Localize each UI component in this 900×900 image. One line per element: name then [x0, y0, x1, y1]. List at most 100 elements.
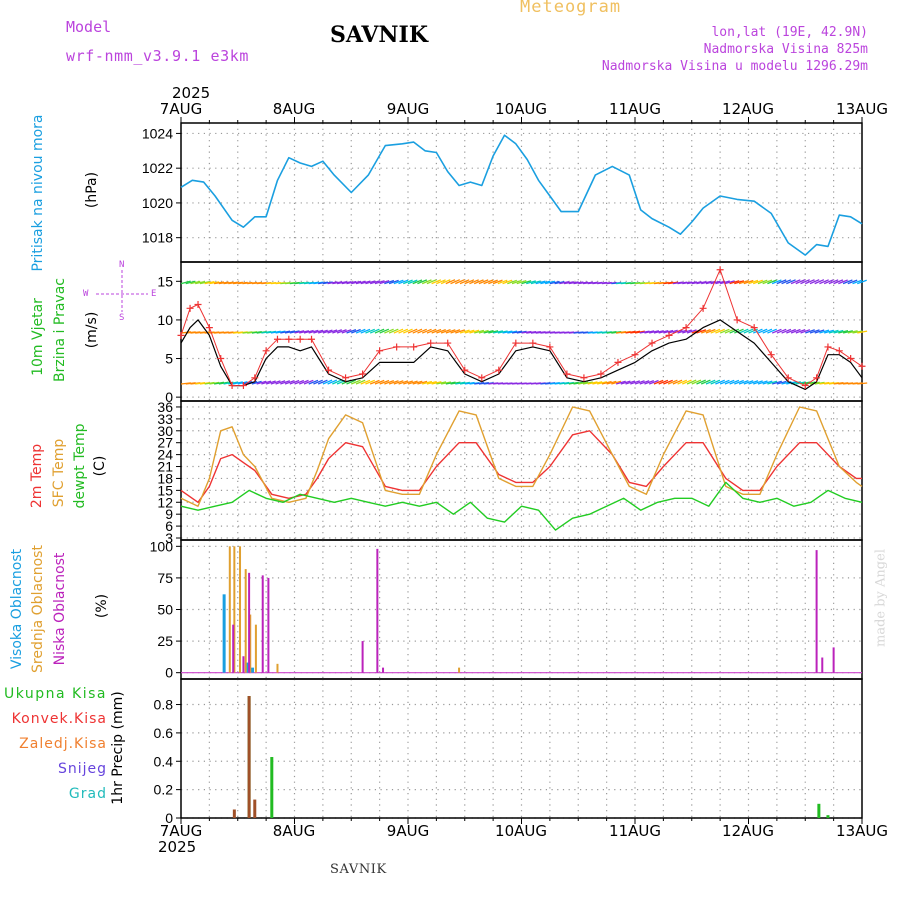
wind-barb [823, 279, 834, 285]
y-tick-label: 5 [165, 351, 173, 367]
wind-barb [459, 279, 470, 285]
wind-barb [251, 380, 262, 385]
wind-marker [239, 382, 247, 390]
y-tick-label: 0 [165, 810, 173, 826]
wind-barb [767, 279, 777, 285]
wind-barb [204, 381, 215, 385]
wind-marker [461, 366, 469, 374]
wind-marker [835, 347, 843, 355]
wind-barb [232, 381, 243, 385]
panel-wind: 0 5 10 15 [157, 261, 868, 405]
wind-barb [478, 279, 489, 285]
wind-barb [738, 379, 749, 385]
wind-marker [665, 331, 673, 339]
wind-barb [284, 379, 295, 385]
precip-legend-frz: Zaledj.Kisa [19, 736, 107, 752]
wind-barb [266, 330, 277, 334]
y-tick-label: 1018 [142, 230, 173, 246]
wind-barb [748, 380, 759, 385]
date-top-6: 13AUG [836, 100, 888, 118]
wind-marker [228, 382, 236, 390]
wind-barb [209, 381, 220, 385]
wind-marker [682, 324, 690, 332]
wind-barb [478, 329, 489, 334]
wind-marker [614, 358, 622, 366]
wind-barb [757, 328, 768, 334]
wind-barb [559, 281, 570, 285]
wind-barb [351, 328, 361, 334]
wind-barb [204, 281, 215, 285]
wind-barb [606, 380, 617, 385]
footer-station: SAVNIK [330, 862, 387, 877]
wind-barb [355, 328, 366, 334]
wind-barb [388, 328, 399, 334]
wind-marker [410, 343, 418, 351]
wind-barb [426, 380, 437, 385]
wind-marker [767, 351, 775, 359]
wind-barb [814, 329, 825, 334]
wind-barb [185, 280, 196, 285]
wind-barb [644, 379, 655, 385]
wind-barb [332, 379, 342, 385]
wind-barb [341, 280, 352, 285]
wind-barb [677, 379, 688, 385]
wind-barb [507, 330, 518, 334]
wind-barb [724, 328, 735, 334]
wind-barb [502, 279, 513, 285]
y-tick-label: 25 [157, 633, 173, 649]
wind-barb [544, 280, 556, 285]
wind-marker [813, 374, 821, 382]
wind-marker [177, 331, 185, 339]
wind-barb [809, 329, 820, 334]
wind-barb [644, 330, 655, 334]
cloud-bar-niska [242, 656, 245, 673]
wind-barb [615, 380, 626, 385]
wind-barb [738, 328, 749, 334]
wind-barb [313, 379, 323, 385]
wind-barb [734, 280, 745, 285]
cloud-bar-srednja [239, 546, 242, 673]
wind-barb [497, 330, 508, 334]
wind-barb [280, 330, 291, 334]
wind-barb [228, 281, 239, 285]
wind-barb [743, 279, 754, 285]
wind-barb [322, 329, 333, 334]
wind-barb [677, 281, 688, 285]
y-tick-label: 9 [165, 506, 173, 522]
date-top-4: 11AUG [609, 100, 661, 118]
wind-barb [686, 329, 697, 334]
precip-bar-ukupna-kisa [270, 757, 274, 818]
wind-barb [483, 329, 494, 334]
wind-barb [847, 279, 858, 285]
wind-barb [691, 379, 702, 385]
wind-barb [800, 279, 810, 285]
y-tick-label: 50 [157, 602, 173, 618]
wind-barb [502, 330, 513, 334]
wind-barb [422, 380, 433, 385]
wind-barb [365, 280, 376, 285]
wind-barb [857, 382, 868, 385]
cloud-bar-niska [821, 657, 824, 673]
wind-barb [786, 328, 796, 334]
compass-e: E [151, 289, 157, 299]
y-tick-label: 24 [157, 447, 173, 463]
wind-barb [814, 381, 825, 385]
precip-legend-snow: Snijeg [57, 761, 107, 777]
wind-barb [346, 328, 357, 334]
wind-barb [819, 329, 830, 334]
wind-barb [724, 280, 735, 285]
wind-marker [217, 355, 225, 363]
wind-barb [308, 329, 319, 334]
wind-barb [464, 329, 475, 334]
wind-barb [421, 279, 432, 285]
wind-barb [653, 379, 664, 385]
wind-marker [194, 300, 202, 308]
wind-barb [734, 328, 744, 334]
wind-barb [384, 328, 394, 334]
wind-barb [440, 381, 452, 385]
wind-barb [762, 328, 773, 334]
wind-barb [762, 279, 773, 285]
wind-barb [374, 280, 385, 285]
wind-barb [611, 380, 622, 385]
